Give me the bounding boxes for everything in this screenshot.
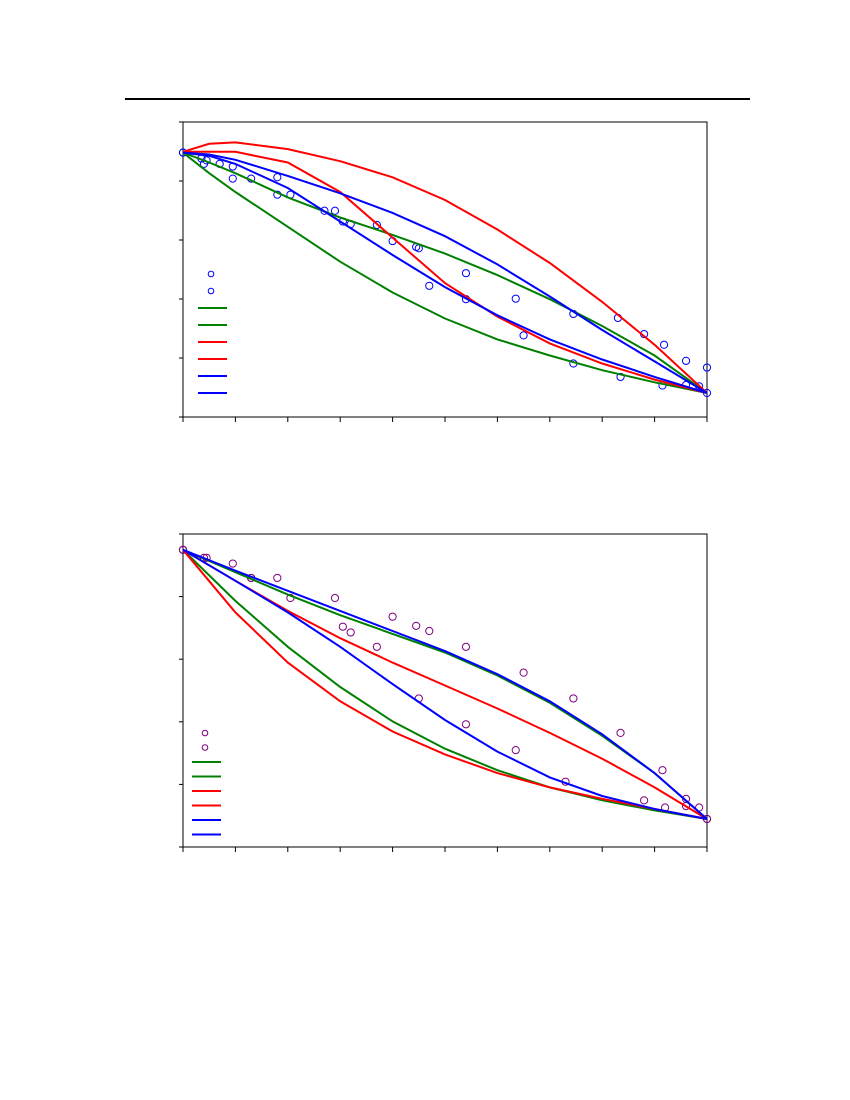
- data-point: [412, 621, 421, 630]
- series-line-red: [182, 141, 708, 394]
- legend-marker: [207, 270, 215, 278]
- data-point: [346, 628, 355, 637]
- series-line-red: [182, 548, 708, 820]
- data-point: [372, 220, 381, 230]
- data-point: [273, 573, 282, 583]
- series-line-blue: [182, 548, 708, 820]
- series-line-blue: [182, 548, 708, 820]
- data-point: [228, 174, 237, 183]
- series-line-red: [182, 549, 708, 820]
- data-point: [338, 622, 347, 631]
- data-point: [511, 746, 520, 755]
- data-point: [228, 559, 237, 568]
- data-point: [461, 269, 471, 278]
- data-point: [519, 668, 528, 677]
- series-line-blue: [182, 151, 708, 394]
- data-point: [681, 801, 691, 811]
- data-point: [330, 206, 340, 215]
- data-point: [616, 728, 625, 738]
- series-line-green: [182, 548, 708, 820]
- data-point: [659, 340, 669, 349]
- header-rule: [125, 98, 750, 100]
- data-point: [388, 612, 397, 621]
- data-point: [519, 331, 528, 340]
- data-point: [511, 294, 520, 303]
- series-line-green: [182, 549, 708, 820]
- data-point: [702, 363, 712, 372]
- data-point: [273, 173, 282, 182]
- legend-marker: [207, 287, 215, 295]
- series-line-blue: [182, 151, 708, 394]
- data-point: [616, 372, 625, 382]
- data-point: [569, 694, 578, 703]
- data-point: [178, 545, 188, 554]
- data-point: [372, 642, 381, 651]
- data-point: [461, 720, 471, 729]
- legend-marker: [201, 729, 209, 737]
- series-line-green: [182, 151, 708, 394]
- data-point: [330, 593, 340, 603]
- plot-frame-1: [182, 121, 708, 418]
- data-point: [640, 796, 649, 805]
- data-point: [658, 766, 667, 775]
- data-point: [425, 626, 434, 636]
- series-line-green: [182, 151, 708, 394]
- data-point: [681, 356, 691, 365]
- series-line-red: [183, 150, 708, 394]
- data-point: [425, 281, 434, 290]
- data-point: [461, 642, 471, 651]
- legend-marker: [201, 744, 209, 751]
